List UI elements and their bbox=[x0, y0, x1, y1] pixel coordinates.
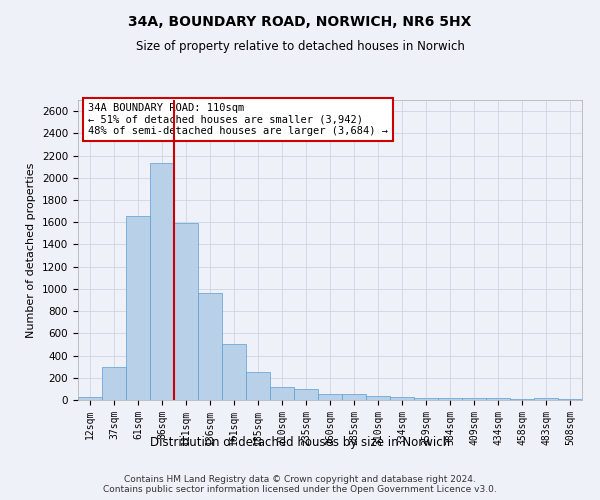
Bar bbox=[126, 216, 150, 400]
Bar bbox=[174, 224, 198, 400]
Bar bbox=[150, 164, 174, 400]
Bar bbox=[246, 372, 270, 400]
Bar bbox=[414, 398, 438, 400]
Bar bbox=[390, 396, 414, 400]
Bar bbox=[198, 294, 222, 400]
Bar bbox=[270, 386, 294, 400]
Bar bbox=[534, 398, 558, 400]
Bar bbox=[294, 389, 318, 400]
Bar bbox=[486, 398, 510, 400]
Bar bbox=[366, 396, 390, 400]
Text: Size of property relative to detached houses in Norwich: Size of property relative to detached ho… bbox=[136, 40, 464, 53]
Bar bbox=[318, 394, 342, 400]
Text: Contains HM Land Registry data © Crown copyright and database right 2024.: Contains HM Land Registry data © Crown c… bbox=[124, 476, 476, 484]
Bar bbox=[462, 398, 486, 400]
Text: Distribution of detached houses by size in Norwich: Distribution of detached houses by size … bbox=[150, 436, 450, 449]
Bar bbox=[222, 344, 246, 400]
Text: 34A BOUNDARY ROAD: 110sqm
← 51% of detached houses are smaller (3,942)
48% of se: 34A BOUNDARY ROAD: 110sqm ← 51% of detac… bbox=[88, 103, 388, 136]
Text: 34A, BOUNDARY ROAD, NORWICH, NR6 5HX: 34A, BOUNDARY ROAD, NORWICH, NR6 5HX bbox=[128, 15, 472, 29]
Bar bbox=[438, 398, 462, 400]
Bar bbox=[78, 397, 102, 400]
Y-axis label: Number of detached properties: Number of detached properties bbox=[26, 162, 37, 338]
Bar bbox=[102, 366, 126, 400]
Bar bbox=[342, 394, 366, 400]
Text: Contains public sector information licensed under the Open Government Licence v3: Contains public sector information licen… bbox=[103, 486, 497, 494]
